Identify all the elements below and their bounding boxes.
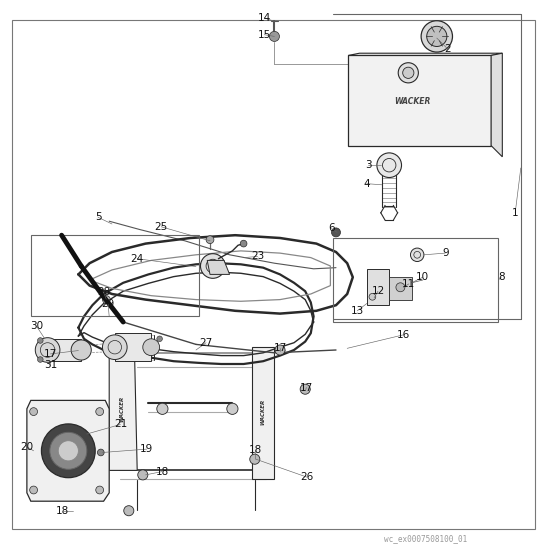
Polygon shape: [27, 400, 109, 501]
Polygon shape: [115, 333, 151, 361]
Circle shape: [332, 228, 340, 237]
Text: 18: 18: [156, 466, 169, 477]
Text: 28: 28: [97, 287, 110, 297]
Circle shape: [250, 454, 260, 464]
Circle shape: [143, 339, 160, 356]
Text: 14: 14: [258, 13, 271, 23]
Polygon shape: [491, 53, 502, 157]
Circle shape: [410, 248, 424, 262]
Circle shape: [206, 236, 214, 244]
Circle shape: [41, 424, 95, 478]
Circle shape: [96, 408, 104, 416]
Text: WACKER: WACKER: [261, 399, 265, 424]
Polygon shape: [389, 277, 412, 300]
Text: 18: 18: [249, 445, 263, 455]
Text: WACKER: WACKER: [120, 396, 124, 422]
Text: wc_ex0007508100_01: wc_ex0007508100_01: [384, 534, 467, 543]
Text: 21: 21: [114, 419, 127, 430]
Circle shape: [58, 441, 78, 461]
Text: 25: 25: [155, 222, 168, 232]
Text: 17: 17: [273, 343, 287, 353]
Text: 12: 12: [371, 286, 385, 296]
Text: 18: 18: [56, 506, 69, 516]
Polygon shape: [348, 53, 502, 55]
Circle shape: [398, 63, 418, 83]
Text: 13: 13: [351, 306, 364, 316]
Circle shape: [30, 408, 38, 416]
Circle shape: [200, 254, 225, 278]
Circle shape: [73, 345, 83, 355]
Text: 27: 27: [199, 338, 213, 348]
Circle shape: [377, 153, 402, 178]
Circle shape: [240, 240, 247, 247]
Text: 1: 1: [512, 208, 519, 218]
Circle shape: [427, 26, 447, 46]
Text: 29: 29: [101, 299, 115, 309]
Text: 16: 16: [396, 330, 410, 340]
Circle shape: [227, 403, 238, 414]
Text: 3: 3: [365, 160, 372, 170]
Text: 31: 31: [44, 360, 57, 370]
Circle shape: [124, 506, 134, 516]
Circle shape: [38, 357, 43, 362]
Text: 30: 30: [30, 321, 43, 331]
Text: 17: 17: [44, 349, 57, 359]
Polygon shape: [348, 55, 491, 146]
Bar: [333, 238, 498, 322]
Polygon shape: [367, 269, 389, 305]
Text: 24: 24: [130, 254, 144, 264]
Text: 11: 11: [402, 279, 416, 289]
Circle shape: [102, 335, 127, 360]
Text: 9: 9: [442, 248, 449, 258]
Circle shape: [157, 336, 162, 342]
Circle shape: [138, 470, 148, 480]
Text: 8: 8: [498, 272, 505, 282]
Circle shape: [275, 345, 285, 355]
Text: 15: 15: [258, 30, 271, 40]
Circle shape: [30, 486, 38, 494]
Circle shape: [102, 296, 110, 304]
Circle shape: [35, 338, 60, 362]
Circle shape: [38, 338, 43, 343]
Text: 19: 19: [140, 444, 153, 454]
Circle shape: [269, 31, 279, 41]
Text: 6: 6: [328, 223, 335, 234]
Text: 4: 4: [363, 179, 370, 189]
Circle shape: [157, 403, 168, 414]
Circle shape: [300, 384, 310, 394]
Circle shape: [396, 283, 405, 292]
Circle shape: [421, 21, 452, 52]
Circle shape: [71, 340, 91, 360]
Bar: [31, 235, 199, 316]
Circle shape: [403, 67, 414, 78]
Polygon shape: [48, 339, 81, 361]
Text: 2: 2: [445, 44, 451, 54]
Text: 20: 20: [20, 442, 34, 452]
Polygon shape: [252, 347, 274, 479]
Text: 5: 5: [95, 212, 101, 222]
Text: 26: 26: [300, 472, 314, 482]
Circle shape: [96, 486, 104, 494]
Circle shape: [50, 432, 87, 469]
Text: 17: 17: [300, 382, 313, 393]
Polygon shape: [207, 260, 230, 274]
Polygon shape: [109, 347, 137, 470]
Circle shape: [369, 293, 376, 300]
Text: WACKER: WACKER: [394, 97, 431, 106]
Circle shape: [97, 449, 104, 456]
Text: 23: 23: [251, 251, 264, 262]
Text: 10: 10: [416, 272, 430, 282]
